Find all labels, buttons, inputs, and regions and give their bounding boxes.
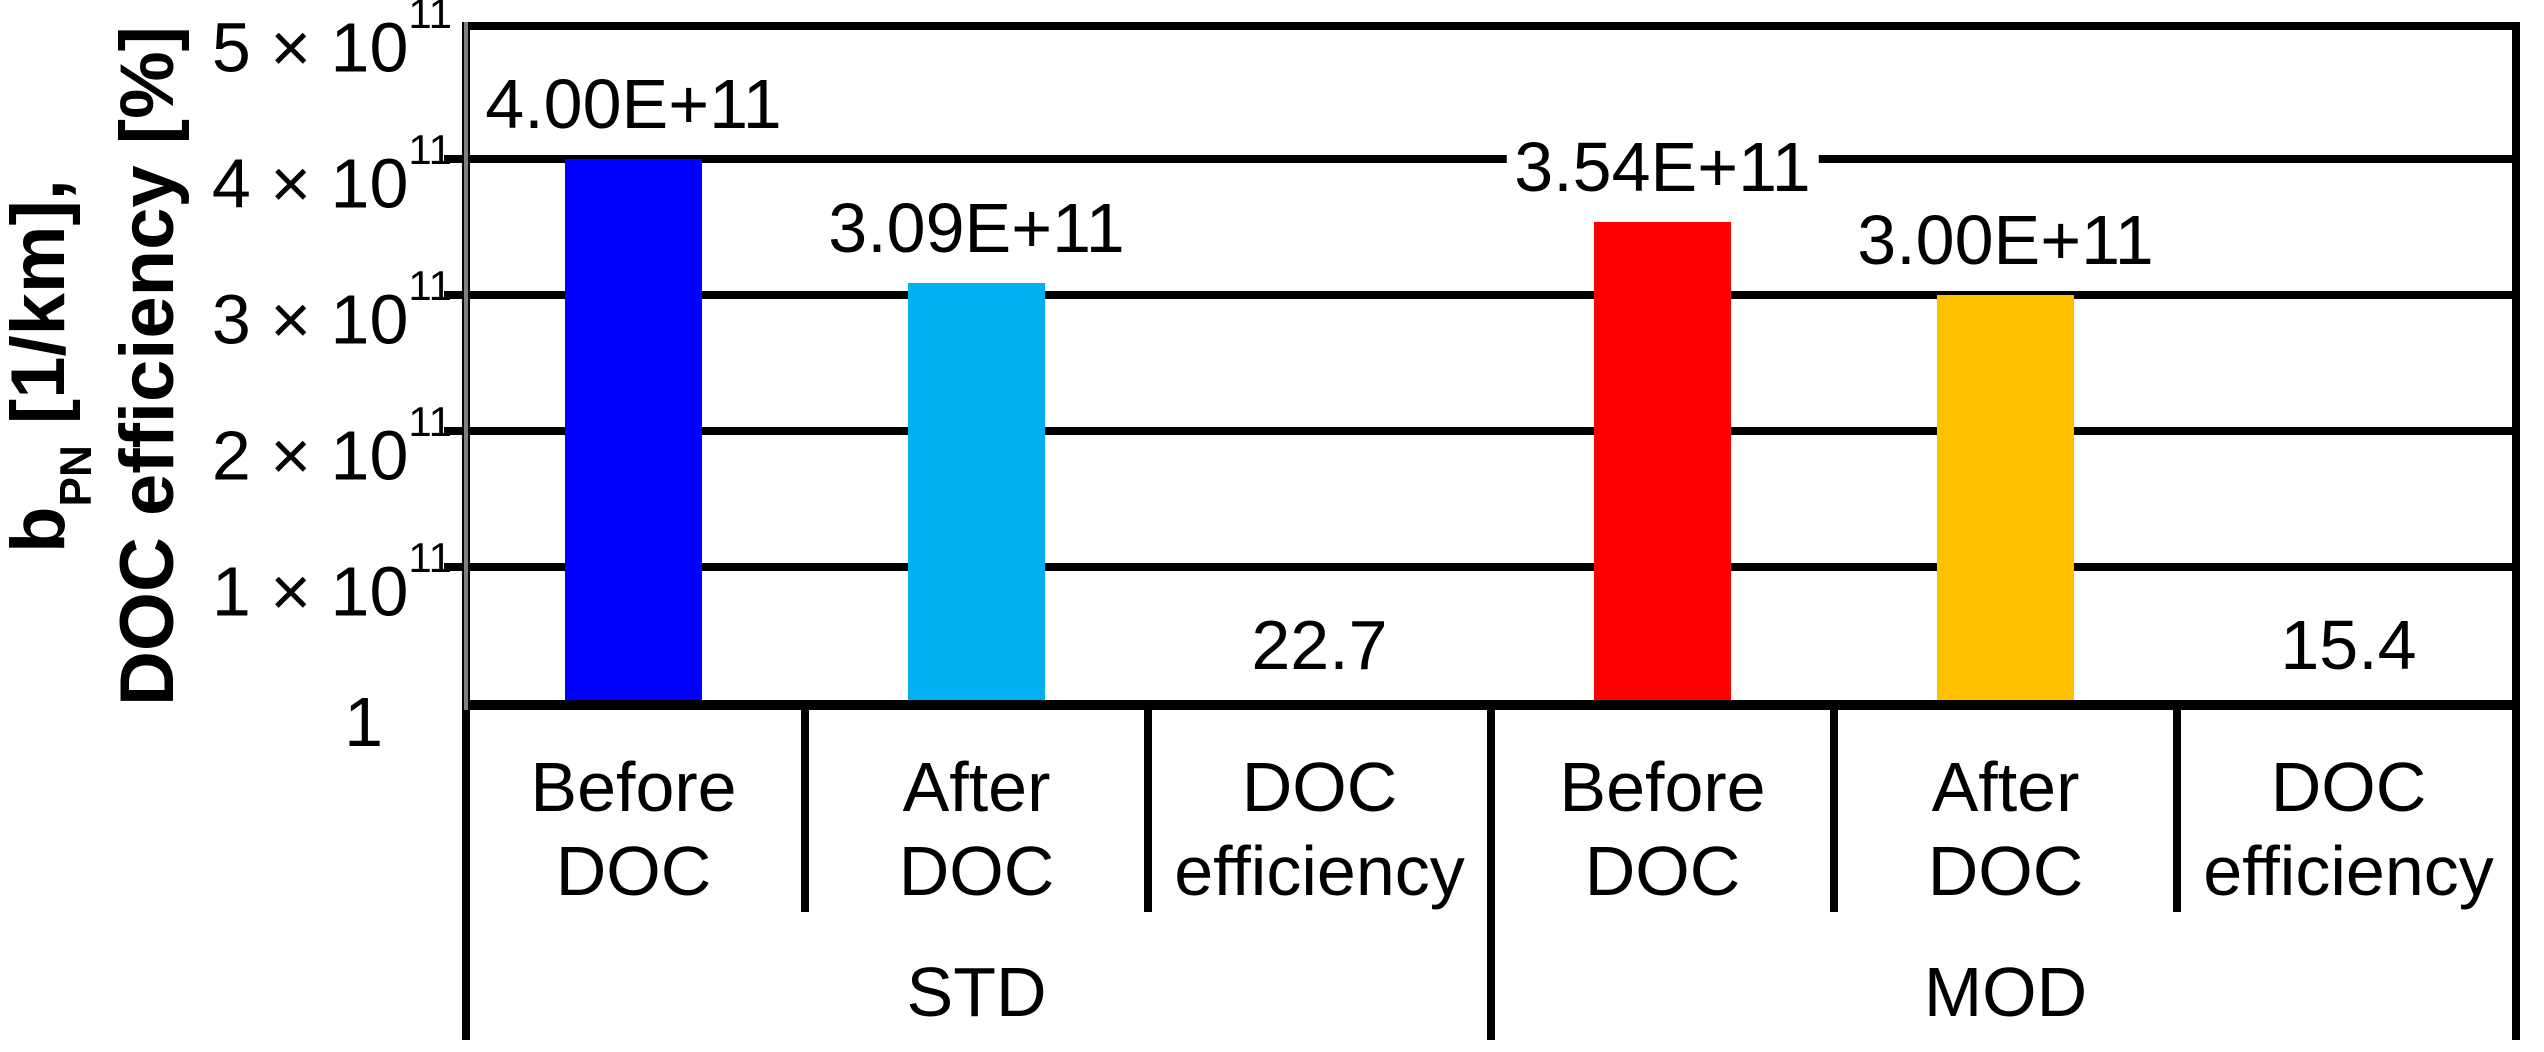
category-label-std-after-doc: After DOC	[805, 745, 1148, 913]
y-gridline	[470, 427, 2512, 435]
y-tick-label: 2 × 1011	[211, 398, 452, 495]
x-axis-line	[462, 700, 2520, 710]
category-label-line: DOC	[555, 832, 712, 910]
category-label-std-before-doc: Before DOC	[462, 745, 805, 913]
exponent: 11	[408, 398, 452, 446]
category-label-line: DOC	[1584, 832, 1741, 910]
y-gridline	[470, 291, 2512, 299]
bar-value-label-mod-after-doc: 3.00E+11	[1849, 198, 2162, 282]
y-axis-tick	[444, 563, 462, 571]
y-tick-label-min: 1	[344, 683, 383, 761]
category-separator	[1144, 710, 1152, 912]
category-label-line: After	[1931, 748, 2080, 826]
group-separator	[1487, 710, 1495, 1040]
category-label-line: DOC	[1927, 832, 2084, 910]
y-gridline	[470, 563, 2512, 571]
bar-value-label-std-before-doc: 4.00E+11	[477, 62, 790, 146]
y-axis-line	[462, 22, 470, 710]
bar-std-before-doc	[565, 159, 702, 702]
bar-mod-before-doc	[1594, 221, 1731, 702]
y-tick-label: 1 × 1011	[211, 534, 452, 631]
y-axis-tick	[444, 427, 462, 435]
category-label-std-doc-efficiency: DOC efficiency	[1148, 745, 1491, 913]
group-label-mod: MOD	[1923, 953, 2088, 1031]
group-separator	[462, 710, 470, 1040]
category-label-line: efficiency	[1174, 832, 1465, 910]
exponent: 11	[408, 0, 452, 38]
category-label-line: DOC	[2270, 748, 2427, 826]
y-tick-label: 5 × 1011	[0, 0, 452, 89]
category-label-line: Before	[1559, 748, 1766, 826]
exponent: 11	[408, 126, 452, 174]
category-separator	[1830, 710, 1838, 912]
y-gridline	[470, 155, 2512, 163]
category-label-line: DOC	[898, 832, 1055, 910]
category-label-mod-doc-efficiency: DOC efficiency	[2177, 745, 2520, 913]
category-label-mod-before-doc: Before DOC	[1491, 745, 1834, 913]
category-separator	[2173, 710, 2181, 912]
category-label-line: Before	[530, 748, 737, 826]
y-axis-tick	[444, 291, 462, 299]
exponent: 11	[408, 262, 452, 310]
category-label-line: DOC	[1241, 748, 1398, 826]
bar-value-label-mod-before-doc: 3.54E+11	[1506, 124, 1819, 209]
category-label-mod-after-doc: After DOC	[1834, 745, 2177, 913]
y-axis-tick	[444, 155, 462, 163]
y-tick-label: 4 × 1011	[211, 126, 452, 223]
bar-value-label-mod-doc-efficiency: 15.4	[2272, 603, 2425, 687]
category-separator	[801, 710, 809, 912]
y-tick-label: 3 × 1011	[211, 262, 452, 359]
category-label-line: After	[902, 748, 1051, 826]
bar-value-label-std-after-doc: 3.09E+11	[820, 185, 1133, 270]
group-label-std: STD	[906, 953, 1047, 1031]
bar-value-label-std-doc-efficiency: 22.7	[1243, 603, 1396, 687]
bar-mod-after-doc	[1937, 295, 2074, 702]
plot-border-top	[462, 22, 2520, 30]
category-label-line: efficiency	[2203, 832, 2494, 910]
group-separator	[2512, 710, 2520, 1040]
plot-border-right	[2512, 22, 2520, 710]
bar-std-after-doc	[908, 282, 1045, 702]
exponent: 11	[408, 534, 452, 582]
